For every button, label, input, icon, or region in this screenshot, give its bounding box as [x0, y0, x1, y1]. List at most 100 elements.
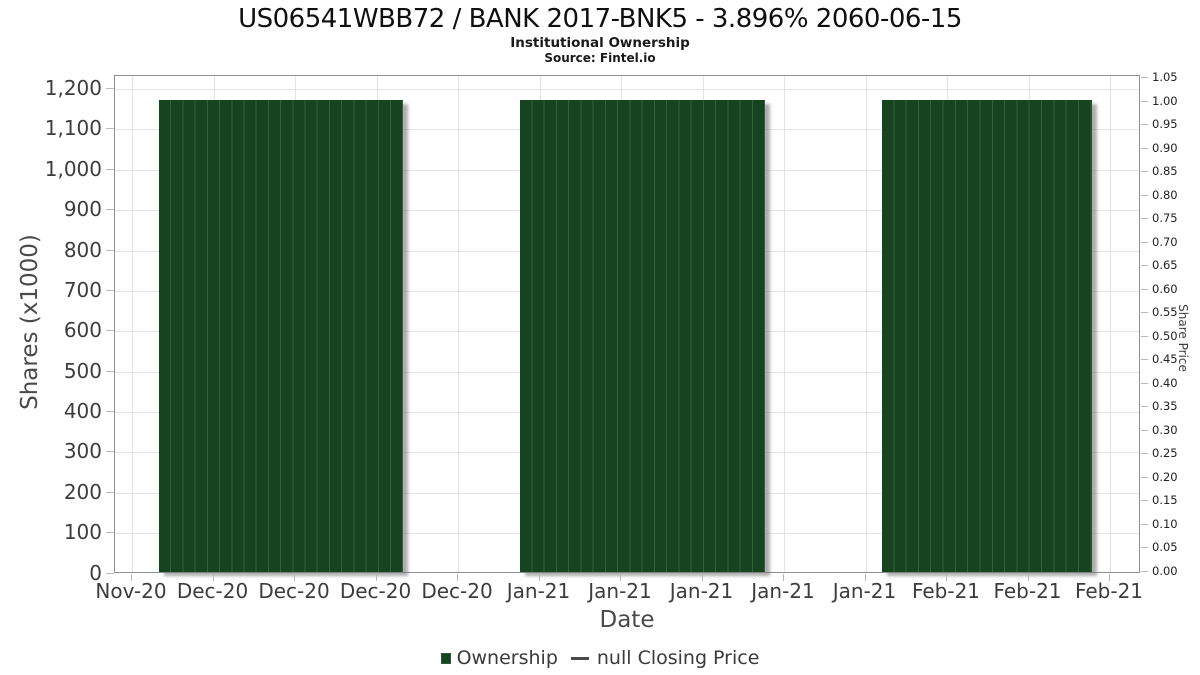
y-left-tick-label: 700 — [63, 277, 102, 302]
y-right-tick-mark — [1141, 312, 1148, 313]
x-tick-mark — [538, 574, 540, 581]
y-right-tick-mark — [1141, 77, 1148, 78]
y-left-tick-label: 100 — [63, 520, 102, 545]
x-tick-label: Dec-20 — [258, 579, 330, 603]
x-tick-label: Feb-21 — [1074, 579, 1144, 603]
y-right-tick-label: 1.00 — [1152, 93, 1178, 108]
x-tick-mark — [1109, 574, 1110, 581]
y-left-tick-mark — [106, 128, 114, 130]
x-tick-mark — [375, 574, 377, 581]
y-right-tick-mark — [1141, 523, 1148, 525]
x-tick-mark — [864, 574, 866, 581]
y-left-tick-mark — [106, 572, 114, 574]
x-tick-mark — [457, 574, 458, 581]
legend-ownership-label: Ownership — [456, 647, 558, 669]
y-right-tick-mark — [1141, 194, 1148, 196]
ownership-bar-group[interactable] — [159, 100, 404, 572]
x-tick-mark — [294, 574, 295, 581]
v-gridline — [458, 76, 459, 572]
x-axis-title: Date — [599, 607, 655, 633]
y-left-tick-mark — [106, 209, 114, 211]
y-left-tick-label: 0 — [89, 560, 102, 585]
ownership-bar-group[interactable] — [882, 100, 1092, 572]
y-right-tick-mark — [1141, 570, 1148, 572]
y-left-tick-label: 1,100 — [44, 116, 102, 141]
y-left-tick-label: 1,200 — [44, 76, 102, 100]
y-right-tick-mark — [1141, 241, 1148, 243]
h-gridline — [115, 89, 1139, 90]
x-tick-mark — [131, 574, 132, 581]
y-right-tick-label: 0.15 — [1152, 493, 1178, 507]
y-left-tick-mark — [106, 370, 114, 372]
y-left-tick-mark — [106, 451, 114, 453]
y-right-tick-label: 0.05 — [1152, 540, 1178, 554]
x-tick-mark — [701, 574, 703, 581]
y-right-tick-label: 0.25 — [1152, 446, 1178, 460]
y-right-tick-label: 0.50 — [1152, 328, 1178, 343]
y-right-tick-label: 0.35 — [1152, 399, 1178, 413]
x-tick-label: Nov-20 — [95, 579, 167, 603]
y-left-tick-mark — [106, 330, 114, 332]
legend-price-label: null Closing Price — [596, 647, 760, 669]
x-tick-mark — [212, 574, 214, 581]
y-right-tick-label: 0.90 — [1152, 140, 1178, 155]
legend-item-ownership[interactable]: Ownership — [440, 647, 558, 669]
y-right-tick-mark — [1141, 218, 1148, 219]
y-left-tick-label: 400 — [63, 399, 102, 423]
y-left-tick-label: 200 — [63, 479, 102, 504]
y-right-tick-label: 0.85 — [1152, 164, 1178, 178]
y-right-tick-label: 0.30 — [1152, 422, 1178, 437]
y-right-tick-label: 0.20 — [1152, 469, 1178, 484]
v-gridline — [132, 76, 133, 572]
y-left-tick-mark — [106, 532, 114, 534]
y-right-tick-mark — [1141, 547, 1148, 548]
y-right-tick-label: 1.05 — [1152, 70, 1178, 84]
y-right-tick-label: 0.40 — [1152, 375, 1178, 390]
chart-subtitle: Institutional Ownership — [510, 35, 690, 51]
x-tick-label: Feb-21 — [911, 579, 981, 603]
y-right-tick-mark — [1141, 382, 1148, 384]
x-tick-mark — [1027, 574, 1029, 581]
chart-source: Source: Fintel.io — [544, 51, 656, 65]
y-right-tick-label: 0.45 — [1152, 352, 1178, 366]
y-right-tick-mark — [1141, 476, 1148, 478]
y-right-tick-mark — [1141, 359, 1148, 360]
y-right-tick-mark — [1141, 429, 1148, 431]
y-left-tick-mark — [106, 88, 114, 89]
legend-item-closing-price[interactable]: null Closing Price — [570, 647, 760, 669]
y-right-tick-label: 0.00 — [1152, 563, 1178, 578]
y-left-tick-label: 500 — [63, 358, 102, 383]
x-tick-mark — [783, 574, 784, 581]
ownership-bar-group[interactable] — [520, 100, 766, 572]
x-tick-label: Dec-20 — [421, 579, 493, 603]
y-right-tick-mark — [1141, 500, 1148, 501]
chart-title: US06541WBB72 / BANK 2017-BNK5 - 3.896% 2… — [238, 4, 962, 34]
x-tick-label: Jan-21 — [669, 579, 734, 603]
v-gridline — [865, 76, 867, 572]
y-right-tick-mark — [1141, 100, 1148, 102]
y-right-tick-mark — [1141, 453, 1148, 454]
x-tick-mark — [620, 574, 621, 581]
y-left-tick-label: 800 — [63, 237, 102, 262]
y-left-tick-label: 1,000 — [44, 156, 102, 181]
y-right-tick-label: 0.55 — [1152, 305, 1178, 319]
x-tick-label: Jan-21 — [832, 579, 897, 603]
x-tick-label: Dec-20 — [176, 579, 249, 603]
y-left-tick-label: 600 — [63, 318, 102, 343]
y-left-tick-label: 900 — [63, 197, 102, 222]
y-left-tick-mark — [106, 249, 114, 251]
x-tick-mark — [946, 574, 947, 581]
y-right-tick-mark — [1141, 406, 1148, 407]
v-gridline — [1110, 76, 1111, 572]
y-right-tick-mark — [1141, 265, 1148, 266]
y-right-tick-label: 0.10 — [1152, 516, 1178, 531]
y-right-tick-mark — [1141, 335, 1148, 337]
v-gridline — [784, 76, 785, 572]
y-right-tick-label: 0.60 — [1152, 281, 1178, 296]
y-left-tick-mark — [106, 411, 114, 412]
ownership-swatch-icon — [440, 652, 451, 664]
y-left-tick-mark — [106, 289, 114, 291]
y-right-tick-label: 0.65 — [1152, 258, 1178, 272]
y-left-tick-label: 300 — [63, 439, 102, 464]
y-right-tick-label: 0.95 — [1152, 117, 1178, 131]
